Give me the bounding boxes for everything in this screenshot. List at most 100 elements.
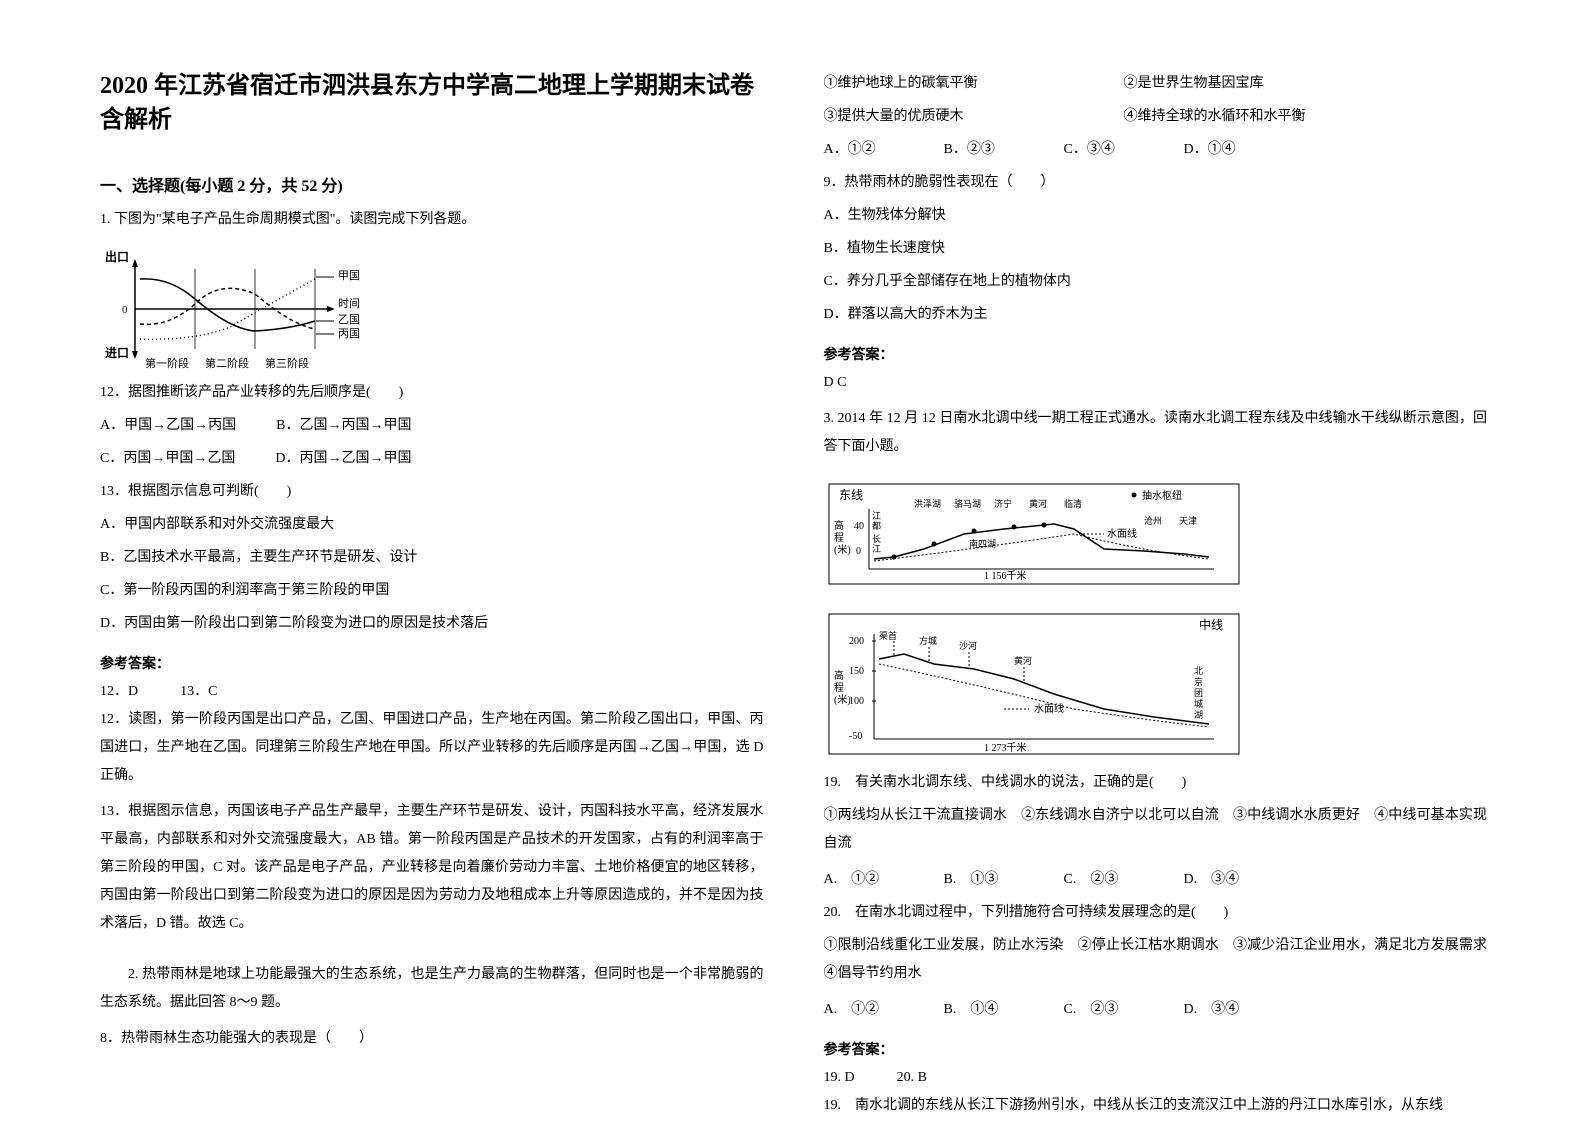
svg-text:水面线: 水面线 xyxy=(1107,527,1137,540)
q12-opt-d: D．丙国→乙国→甲国 xyxy=(275,445,411,473)
exp19: 19. 南水北调的东线从长江下游扬州引水，中线从长江的支流汉江中上游的丹江口水库… xyxy=(824,1092,1488,1120)
q9-opt-b: B．植物生长速度快 xyxy=(824,235,1488,263)
svg-text:甲国: 甲国 xyxy=(338,269,360,282)
q20-opt-d: D. ③④ xyxy=(1184,996,1240,1024)
svg-text:沧州: 沧州 xyxy=(1144,515,1162,526)
q8-opt-c: C．③④ xyxy=(1064,136,1184,164)
q12-opt-a: A．甲国→乙国→丙国 xyxy=(100,412,236,440)
q8-item4: ④维持全球的水循环和水平衡 xyxy=(1124,103,1306,131)
svg-text:150: 150 xyxy=(849,666,864,677)
ans3-label: 参考答案： xyxy=(824,1039,1488,1059)
q13-stem: 13．根据图示信息可判断( ) xyxy=(100,478,764,506)
svg-text:黄河: 黄河 xyxy=(1014,655,1032,666)
svg-text:长: 长 xyxy=(872,533,881,544)
q12-opts-row2: C．丙国→甲国→乙国 D．丙国→乙国→甲国 xyxy=(100,445,764,473)
chart1-ylabel-top: 出口 xyxy=(105,249,129,264)
lifecycle-chart: 出口 进口 0 甲国 时间 乙国 丙国 xyxy=(100,249,764,369)
q12-opt-c: C．丙国→甲国→乙国 xyxy=(100,445,235,473)
svg-text:都: 都 xyxy=(872,521,881,531)
svg-text:洪泽湖: 洪泽湖 xyxy=(914,498,941,509)
svg-text:中线: 中线 xyxy=(1199,617,1223,632)
svg-text:湖: 湖 xyxy=(1194,710,1203,720)
q8-opts: A．①② B．②③ C．③④ D．①④ xyxy=(824,136,1488,164)
svg-text:江: 江 xyxy=(872,544,881,554)
svg-text:第一阶段: 第一阶段 xyxy=(145,356,189,369)
svg-text:京: 京 xyxy=(1194,676,1203,687)
q8-opt-b: B．②③ xyxy=(944,136,1064,164)
svg-text:程: 程 xyxy=(834,532,844,544)
svg-text:抽水枢纽: 抽水枢纽 xyxy=(1142,489,1182,502)
svg-text:丙国: 丙国 xyxy=(338,327,360,340)
q20-opt-c: C. ②③ xyxy=(1064,996,1184,1024)
q19-opt-b: B. ①③ xyxy=(944,866,1064,894)
svg-text:第二阶段: 第二阶段 xyxy=(205,356,249,369)
q20-opt-b: B. ①④ xyxy=(944,996,1064,1024)
q9-stem: 9．热带雨林的脆弱性表现在（ ） xyxy=(824,169,1488,197)
svg-text:第三阶段: 第三阶段 xyxy=(265,356,309,369)
q13-opt-b: B．乙国技术水平最高，主要生产环节是研发、设计 xyxy=(100,544,764,572)
q19-opt-c: C. ②③ xyxy=(1064,866,1184,894)
svg-text:1 156千米: 1 156千米 xyxy=(984,569,1027,582)
q20-opts: A. ①② B. ①④ C. ②③ D. ③④ xyxy=(824,996,1488,1024)
q8-item1: ①维护地球上的碳氧平衡 xyxy=(824,70,1124,98)
mid-line-chart: 中线 高 程 (米) 200 150 100 -50 渠首 方城 沙河 黄河 北… xyxy=(824,609,1488,759)
ans2-label: 参考答案： xyxy=(824,344,1488,364)
svg-text:程: 程 xyxy=(834,682,844,694)
svg-text:黄河: 黄河 xyxy=(1029,498,1047,509)
q19-opt-d: D. ③④ xyxy=(1184,866,1240,894)
svg-text:时间: 时间 xyxy=(338,297,360,310)
q9-opt-a: A．生物残体分解快 xyxy=(824,202,1488,230)
q8-item3: ③提供大量的优质硬木 xyxy=(824,103,1124,131)
q13-opt-a: A．甲国内部联系和对外交流强度最大 xyxy=(100,511,764,539)
svg-text:方城: 方城 xyxy=(919,635,937,646)
q1-intro: 1. 下图为"某电子产品生命周期模式图"。读图完成下列各题。 xyxy=(100,206,764,234)
ans2: D C xyxy=(824,369,1488,397)
ans1-label: 参考答案： xyxy=(100,653,764,673)
q9-opt-d: D．群落以高大的乔木为主 xyxy=(824,301,1488,329)
q19-items: ①两线均从长江干流直接调水 ②东线调水自济宁以北可以自流 ③中线调水水质更好 ④… xyxy=(824,802,1488,858)
q20-items: ①限制沿线重化工业发展，防止水污染 ②停止长江枯水期调水 ③减少沿江企业用水，满… xyxy=(824,932,1488,988)
svg-text:江: 江 xyxy=(872,511,881,521)
svg-text:水面线: 水面线 xyxy=(1034,702,1064,715)
q8-item2: ②是世界生物基因宝库 xyxy=(1124,70,1264,98)
svg-text:南四湖: 南四湖 xyxy=(969,538,996,549)
svg-text:1 273千米: 1 273千米 xyxy=(984,741,1027,754)
right-column: ①维护地球上的碳氧平衡 ②是世界生物基因宝库 ③提供大量的优质硬木 ④维持全球的… xyxy=(824,70,1488,1052)
q9-opt-c: C．养分几乎全部储存在地上的植物体内 xyxy=(824,268,1488,296)
svg-text:东线: 东线 xyxy=(839,488,863,502)
svg-text:临清: 临清 xyxy=(1064,498,1082,509)
exp12: 12．读图，第一阶段丙国是出口产品，乙国、甲国进口产品，生产地在丙国。第二阶段乙… xyxy=(100,706,764,790)
q19-stem: 19. 有关南水北调东线、中线调水的说法，正确的是( ) xyxy=(824,769,1488,797)
svg-text:-50: -50 xyxy=(849,731,862,742)
q20-stem: 20. 在南水北调过程中，下列措施符合可持续发展理念的是( ) xyxy=(824,899,1488,927)
exp13: 13．根据图示信息，丙国该电子产品生产最早，主要生产环节是研发、设计，丙国科技水… xyxy=(100,798,764,938)
q19-opt-a: A. ①② xyxy=(824,866,944,894)
q12-opt-b: B．乙国→丙国→甲国 xyxy=(276,412,411,440)
q8-stem: 8．热带雨林生态功能强大的表现是（ ） xyxy=(100,1025,764,1053)
svg-text:团: 团 xyxy=(1194,688,1203,698)
svg-text:渠首: 渠首 xyxy=(879,630,897,641)
q19-opts: A. ①② B. ①③ C. ②③ D. ③④ xyxy=(824,866,1488,894)
left-column: 2020 年江苏省宿迁市泗洪县东方中学高二地理上学期期末试卷含解析 一、选择题(… xyxy=(100,70,764,1052)
svg-text:0: 0 xyxy=(122,304,128,316)
svg-text:济宁: 济宁 xyxy=(994,498,1012,509)
svg-text:100: 100 xyxy=(849,696,864,707)
svg-text:(米): (米) xyxy=(834,543,851,556)
q12-opts-row1: A．甲国→乙国→丙国 B．乙国→丙国→甲国 xyxy=(100,412,764,440)
svg-text:0: 0 xyxy=(856,546,861,557)
q12-stem: 12．据图推断该产品产业转移的先后顺序是( ) xyxy=(100,379,764,407)
q13-opt-c: C．第一阶段丙国的利润率高于第三阶段的甲国 xyxy=(100,577,764,605)
q8-opt-d: D．①④ xyxy=(1184,136,1236,164)
svg-text:天津: 天津 xyxy=(1179,516,1197,526)
q8-opt-a: A．①② xyxy=(824,136,944,164)
svg-text:沙河: 沙河 xyxy=(959,640,977,651)
east-line-chart: 东线 高 程 (米) 40 0 江都 长江 洪泽湖 骆马湖 济宁 南四湖 xyxy=(824,479,1488,589)
q3-intro: 3. 2014 年 12 月 12 日南水北调中线一期工程正式通水。读南水北调工… xyxy=(824,405,1488,461)
svg-text:骆马湖: 骆马湖 xyxy=(954,498,981,509)
q20-opt-a: A. ①② xyxy=(824,996,944,1024)
east-ylabel: 高 xyxy=(834,519,844,532)
svg-text:高: 高 xyxy=(834,669,844,682)
svg-text:乙国: 乙国 xyxy=(338,313,360,326)
q2-intro: 2. 热带雨林是地球上功能最强大的生态系统，也是生产力最高的生物群落，但同时也是… xyxy=(100,961,764,1017)
q8-items-row1: ①维护地球上的碳氧平衡 ②是世界生物基因宝库 xyxy=(824,70,1488,98)
